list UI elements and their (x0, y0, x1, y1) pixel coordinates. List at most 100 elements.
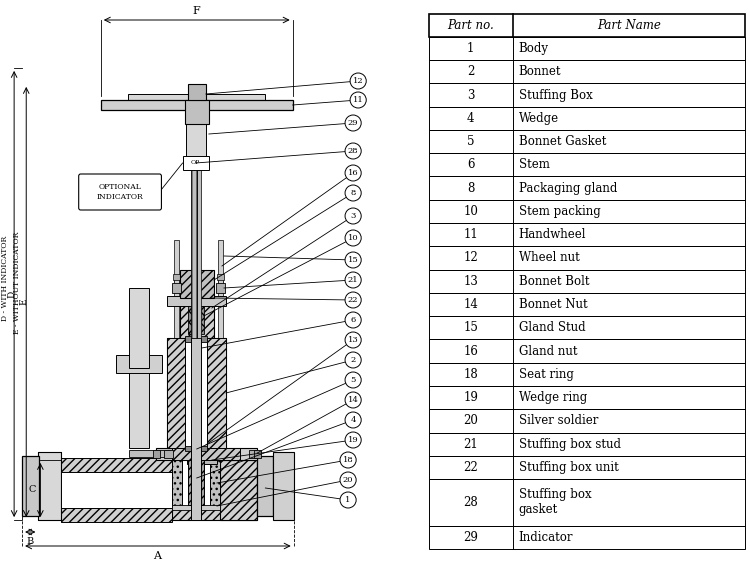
Bar (157, 460, 172, 520)
Bar (172, 448, 240, 460)
Circle shape (345, 392, 362, 408)
Text: 20: 20 (464, 414, 478, 428)
Text: 10: 10 (348, 234, 358, 242)
Bar (184, 100, 209, 124)
Text: 3: 3 (350, 212, 355, 220)
Bar (429, 223, 745, 246)
Text: 4: 4 (467, 112, 475, 125)
Text: 5: 5 (350, 376, 355, 384)
Bar (429, 37, 745, 60)
Bar (254, 450, 261, 458)
Text: C: C (29, 486, 36, 495)
Text: Stuffing box stud: Stuffing box stud (519, 438, 621, 451)
Text: 14: 14 (464, 298, 478, 311)
Text: 22: 22 (464, 461, 478, 474)
Text: Bonnet Bolt: Bonnet Bolt (519, 275, 590, 288)
Text: Body: Body (519, 42, 549, 55)
Text: A: A (154, 551, 161, 561)
Bar (157, 448, 257, 460)
Text: 13: 13 (464, 275, 478, 288)
Text: Stem: Stem (519, 158, 550, 171)
Text: Handwheel: Handwheel (519, 228, 586, 241)
Bar (167, 338, 226, 448)
Text: 21: 21 (464, 438, 478, 451)
Circle shape (345, 165, 362, 181)
Bar (167, 296, 226, 306)
Text: Bonnet Gasket: Bonnet Gasket (519, 135, 606, 148)
Bar (257, 456, 274, 516)
Text: 29: 29 (348, 119, 358, 127)
Bar (429, 456, 745, 479)
Bar (429, 339, 745, 363)
Text: 8: 8 (467, 181, 475, 195)
Bar (429, 386, 745, 409)
Text: 11: 11 (352, 96, 364, 104)
Text: 18: 18 (464, 368, 478, 381)
Bar (429, 432, 745, 456)
Bar (190, 338, 201, 520)
Circle shape (345, 412, 362, 428)
Text: 13: 13 (348, 336, 358, 344)
Text: 2: 2 (467, 65, 475, 78)
Bar (429, 200, 745, 223)
Text: 20: 20 (343, 476, 353, 484)
Bar (116, 355, 163, 373)
Bar (157, 506, 257, 520)
Text: 14: 14 (348, 396, 358, 404)
Bar (179, 298, 214, 338)
Text: 4: 4 (350, 416, 355, 424)
Bar (186, 110, 206, 158)
Circle shape (340, 452, 356, 468)
Text: D - WITH INDICATOR: D - WITH INDICATOR (1, 235, 9, 321)
Text: 15: 15 (464, 321, 478, 334)
Text: Gland Stud: Gland Stud (519, 321, 585, 334)
Circle shape (345, 352, 362, 368)
Text: E - WITHOUT INDICATOR: E - WITHOUT INDICATOR (13, 232, 21, 334)
Bar (429, 293, 745, 316)
Bar (429, 13, 745, 37)
Text: Stuffing Box: Stuffing Box (519, 88, 593, 102)
Text: 10: 10 (464, 205, 478, 218)
Text: 28: 28 (348, 147, 358, 155)
Bar (429, 246, 745, 269)
Bar (182, 156, 209, 170)
Circle shape (340, 472, 356, 488)
Bar (429, 176, 745, 200)
Text: 8: 8 (350, 189, 355, 197)
Bar (129, 368, 149, 448)
Text: D: D (8, 290, 16, 298)
Bar (164, 450, 172, 458)
Circle shape (345, 292, 362, 308)
Text: 16: 16 (464, 344, 478, 358)
Text: Silver soldier: Silver soldier (519, 414, 598, 428)
Text: Gland nut: Gland nut (519, 344, 578, 358)
Bar (172, 274, 179, 280)
Text: B: B (27, 537, 34, 546)
Bar (218, 278, 223, 338)
Bar (38, 452, 61, 520)
Bar (22, 456, 39, 516)
Text: Wedge: Wedge (519, 112, 559, 125)
Text: OP: OP (191, 161, 200, 165)
Bar (184, 336, 207, 342)
Bar (190, 110, 201, 338)
Text: 19: 19 (464, 391, 478, 404)
Bar (429, 363, 745, 386)
Text: 1: 1 (346, 496, 351, 504)
Circle shape (350, 92, 366, 108)
Bar (249, 450, 257, 458)
Bar (184, 446, 207, 451)
Text: Bonnet Nut: Bonnet Nut (519, 298, 587, 311)
Bar (61, 472, 172, 508)
Bar (188, 460, 204, 505)
Bar (188, 84, 206, 100)
Bar (172, 505, 220, 510)
Circle shape (345, 432, 362, 448)
Text: Stem packing: Stem packing (519, 205, 601, 218)
Bar (167, 338, 184, 448)
Bar (429, 107, 745, 130)
Bar (429, 130, 745, 153)
Text: Bonnet: Bonnet (519, 65, 561, 78)
Bar (61, 458, 172, 472)
Text: 18: 18 (343, 456, 353, 464)
